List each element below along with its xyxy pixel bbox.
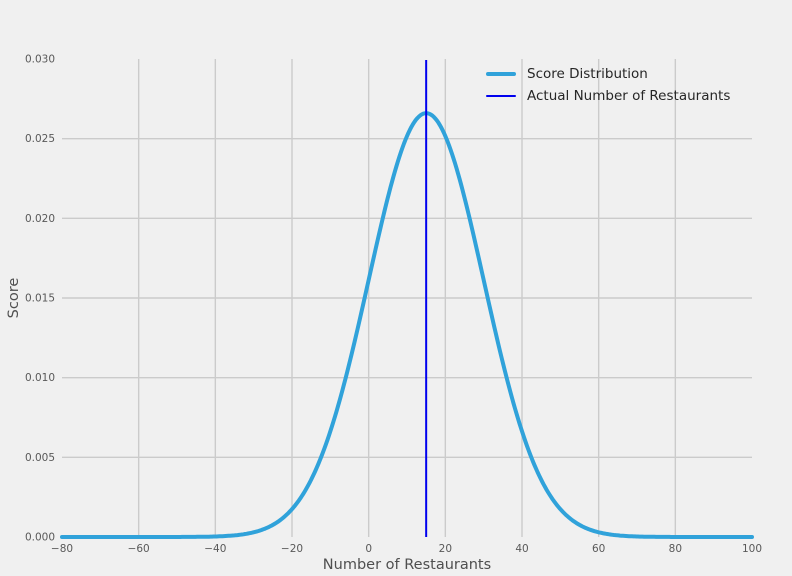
legend-label-score-distribution: Score Distribution	[527, 66, 648, 82]
plot-layer: −80 −60 −40 −20 0 20 40 60 80 100 0.000 0.005 0.010 0…	[25, 54, 762, 556]
y-tick-label: 0.015	[25, 293, 55, 305]
x-tick-label: 100	[742, 543, 762, 555]
y-tick-label: 0.000	[25, 532, 55, 544]
x-tick-label: 40	[515, 543, 528, 555]
x-tick-label: −60	[128, 543, 150, 555]
x-tick-label: 0	[365, 543, 372, 555]
legend-item-score-distribution: Score Distribution	[486, 63, 730, 85]
score-distribution-curve	[60, 111, 754, 539]
legend-label-actual-number: Actual Number of Restaurants	[527, 88, 731, 104]
legend-item-actual-number: Actual Number of Restaurants	[486, 85, 730, 107]
y-tick-label: 0.025	[25, 133, 55, 145]
y-tick-label: 0.010	[25, 372, 55, 384]
y-tick-label: 0.020	[25, 213, 55, 225]
legend: Score Distribution Actual Number of Rest…	[486, 63, 730, 107]
y-tick-label: 0.030	[25, 54, 55, 66]
y-tick-label: 0.005	[25, 452, 55, 464]
y-axis-title: Score	[6, 278, 22, 319]
x-tick-label: −40	[204, 543, 226, 555]
x-tick-label: 80	[669, 543, 682, 555]
x-tick-label: 60	[592, 543, 605, 555]
actual-number-line-icon	[486, 95, 516, 97]
score-distribution-line-icon	[486, 71, 516, 77]
x-tick-label: −80	[51, 543, 73, 555]
x-tick-label: −20	[281, 543, 303, 555]
x-tick-label: 20	[439, 543, 452, 555]
x-axis-title: Number of Restaurants	[323, 557, 491, 573]
